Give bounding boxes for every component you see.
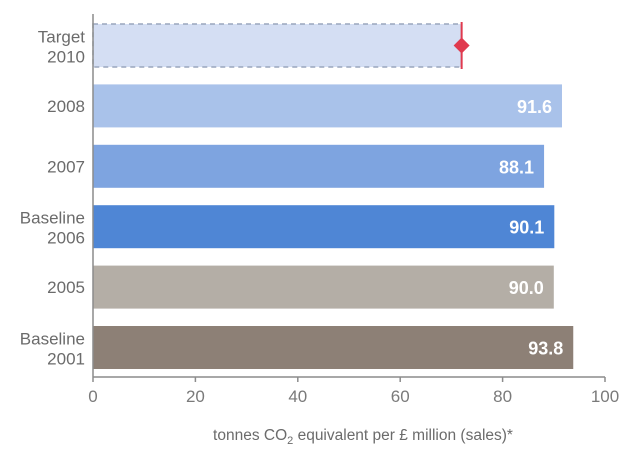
category-label: Target 2010 <box>38 28 86 67</box>
value-label: 90.1 <box>509 218 544 238</box>
category-label: Baseline 2001 <box>20 330 85 369</box>
bar <box>93 205 555 249</box>
value-labels: 91.6 88.1 90.1 90.0 93.8 <box>499 97 563 359</box>
bar <box>93 326 574 369</box>
bar <box>93 144 545 188</box>
bars-group <box>92 23 574 369</box>
category-label: Baseline 2006 <box>20 209 85 248</box>
x-axis-ticks: 0 20 40 60 80 100 <box>88 377 619 406</box>
value-label: 91.6 <box>517 97 552 117</box>
x-tick-label: 0 <box>88 387 97 406</box>
value-label: 88.1 <box>499 157 534 177</box>
x-axis-label-before: tonnes CO <box>213 427 287 444</box>
x-tick-label: 60 <box>391 387 410 406</box>
value-label: 90.0 <box>509 278 544 298</box>
bar <box>93 265 554 309</box>
bar-target <box>92 23 463 68</box>
value-label: 93.8 <box>528 339 563 359</box>
x-tick-label: 80 <box>493 387 512 406</box>
x-axis-label-after: equivalent per £ million (sales)* <box>293 427 513 444</box>
category-label: 2007 <box>47 157 85 176</box>
x-tick-label: 20 <box>186 387 205 406</box>
x-tick-label: 40 <box>288 387 307 406</box>
category-label: 2005 <box>47 278 85 297</box>
category-label: 2008 <box>47 97 85 116</box>
target-diamond <box>453 37 470 54</box>
category-labels: Target 2010 2008 2007 Baseline 2006 2005 Baseli… <box>20 28 85 369</box>
target-marker <box>453 22 470 69</box>
bar <box>93 84 562 128</box>
x-axis-label: tonnes CO2 equivalent per £ million (sal… <box>213 427 513 447</box>
x-tick-label: 100 <box>591 387 619 406</box>
x-axis-label-subscript: 2 <box>287 435 293 447</box>
